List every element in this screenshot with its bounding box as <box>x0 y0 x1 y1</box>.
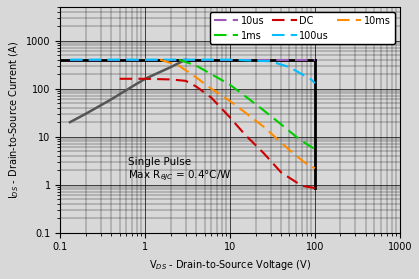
Legend: 10us, 1ms, DC, 100us, 10ms: 10us, 1ms, DC, 100us, 10ms <box>210 12 395 44</box>
X-axis label: V$_{DS}$ - Drain-to-Source Voltage (V): V$_{DS}$ - Drain-to-Source Voltage (V) <box>149 258 311 272</box>
Y-axis label: I$_{DS}$ - Drain-to-Source Current (A): I$_{DS}$ - Drain-to-Source Current (A) <box>7 41 21 199</box>
Text: Single Pulse
Max R$_{\theta JC}$ = 0.4°C/W: Single Pulse Max R$_{\theta JC}$ = 0.4°C… <box>128 157 232 183</box>
